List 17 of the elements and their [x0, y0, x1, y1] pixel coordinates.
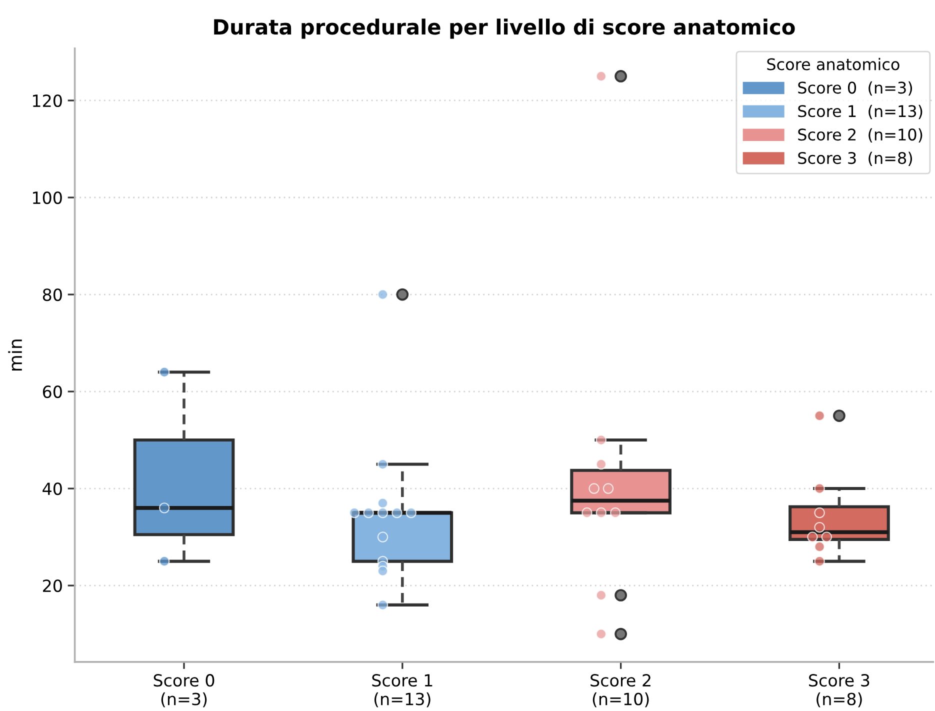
y-tick-label: 80	[42, 288, 62, 302]
legend-label: Score 0 (n=3)	[798, 81, 912, 96]
y-tick-label: 100	[33, 191, 62, 204]
y-tick-label: 120	[33, 94, 62, 108]
y-tick-label: 40	[42, 482, 62, 496]
legend-label: Score 1 (n=13)	[798, 104, 922, 120]
x-tick-label: Score 3 (n=8)	[809, 674, 870, 708]
y-axis-title: min	[8, 340, 22, 371]
legend-label: Score 3 (n=8)	[798, 152, 912, 166]
legend-label: Score 2 (n=10)	[798, 128, 922, 143]
legend-title: Score anatomico	[767, 58, 900, 70]
x-tick-label: Score 2 (n=10)	[590, 674, 650, 708]
chart-title: Durata procedurale per livello di score anatomico	[214, 18, 795, 39]
x-tick-label: Score 0 (n=3)	[154, 674, 214, 708]
y-tick-label: 60	[42, 385, 62, 398]
y-tick-label: 20	[43, 580, 62, 592]
x-tick-label: Score 1 (n=13)	[372, 674, 432, 708]
